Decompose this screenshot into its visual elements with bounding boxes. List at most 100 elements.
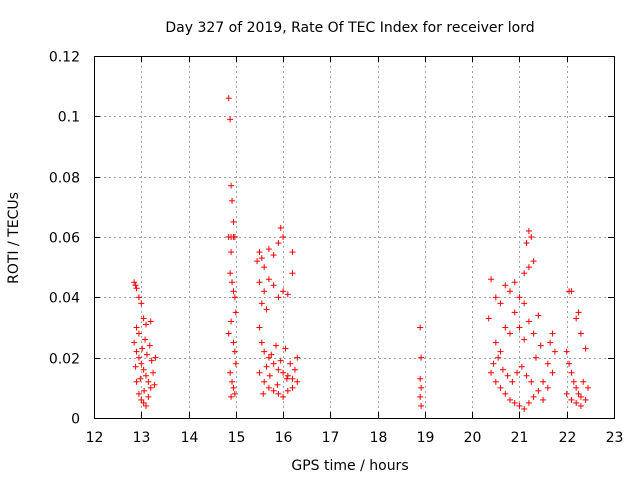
data-point xyxy=(138,300,145,307)
data-point xyxy=(146,342,153,349)
data-point xyxy=(256,324,263,331)
data-point xyxy=(270,360,277,367)
data-point xyxy=(289,270,296,277)
data-point xyxy=(523,372,530,379)
data-point xyxy=(282,345,289,352)
data-point xyxy=(265,354,272,361)
data-point xyxy=(497,348,504,355)
data-point xyxy=(490,360,497,367)
data-point xyxy=(570,378,577,385)
axis-ticks: 12 13 14 15 16 17 18 19 20 21 22 23 0 0.02 0.04 0.06 0.0… xyxy=(49,50,624,447)
data-point xyxy=(131,279,138,286)
data-point xyxy=(132,282,139,289)
data-point xyxy=(270,282,277,289)
data-point xyxy=(263,306,270,313)
data-point xyxy=(521,336,528,343)
data-point xyxy=(225,330,232,337)
data-point xyxy=(488,276,495,283)
data-point xyxy=(544,384,551,391)
data-point xyxy=(566,360,573,367)
data-point xyxy=(540,378,547,385)
data-point xyxy=(135,390,142,397)
data-point xyxy=(530,393,537,400)
data-point xyxy=(227,116,234,123)
data-point xyxy=(137,375,144,382)
data-point xyxy=(230,288,237,295)
data-point xyxy=(573,399,580,406)
data-point xyxy=(225,95,232,102)
data-point xyxy=(229,378,236,385)
data-point xyxy=(417,393,424,400)
data-point xyxy=(135,294,142,301)
data-point xyxy=(568,396,575,403)
data-point xyxy=(544,360,551,367)
data-point xyxy=(485,315,492,322)
x-tick-label: 14 xyxy=(181,430,199,446)
data-point xyxy=(502,282,509,289)
data-point xyxy=(540,396,547,403)
data-point xyxy=(148,357,155,364)
data-point xyxy=(516,402,523,409)
plot-frame xyxy=(94,56,615,419)
data-point xyxy=(132,363,139,370)
data-point xyxy=(514,369,521,376)
data-point xyxy=(585,384,591,391)
data-point xyxy=(261,378,268,385)
data-point xyxy=(258,300,265,307)
data-point xyxy=(133,285,140,292)
data-point xyxy=(502,324,509,331)
data-point xyxy=(280,393,287,400)
data-point xyxy=(294,354,301,361)
data-point xyxy=(521,270,528,277)
data-point xyxy=(143,372,149,379)
data-point xyxy=(227,369,234,376)
data-point xyxy=(273,342,279,349)
data-point xyxy=(131,339,138,346)
x-tick-label: 19 xyxy=(417,430,435,446)
data-point xyxy=(138,396,145,403)
grid xyxy=(94,56,614,418)
x-tick-label: 21 xyxy=(511,430,529,446)
data-point xyxy=(284,372,291,379)
data-point xyxy=(143,402,149,409)
data-point xyxy=(577,330,584,337)
y-tick-label: 0.1 xyxy=(58,110,80,126)
data-point xyxy=(535,387,542,394)
data-point xyxy=(582,345,589,352)
data-point xyxy=(135,330,142,337)
x-tick-label: 15 xyxy=(228,430,246,446)
data-point xyxy=(229,197,236,204)
data-point xyxy=(575,390,582,397)
x-tick-label: 20 xyxy=(464,430,482,446)
data-point xyxy=(150,369,157,376)
data-point xyxy=(228,393,235,400)
data-point xyxy=(549,330,556,337)
data-point xyxy=(145,393,152,400)
data-point xyxy=(260,390,267,397)
data-point xyxy=(417,324,424,331)
data-point xyxy=(274,381,281,388)
data-point xyxy=(504,372,511,379)
data-point xyxy=(580,378,587,385)
data-point xyxy=(143,321,149,328)
data-point xyxy=(133,324,140,331)
data-point xyxy=(507,396,513,403)
data-point xyxy=(547,339,554,346)
data-point xyxy=(492,339,499,346)
data-point xyxy=(568,369,575,376)
data-point xyxy=(291,366,298,373)
data-point xyxy=(528,234,535,240)
data-point xyxy=(521,300,528,307)
data-point xyxy=(263,363,270,370)
x-tick-label: 12 xyxy=(86,430,104,446)
x-axis-label: GPS time / hours xyxy=(291,458,408,474)
x-tick-label: 16 xyxy=(275,430,293,446)
y-tick-label: 0.08 xyxy=(49,171,80,187)
data-point xyxy=(525,318,532,325)
data-point xyxy=(507,288,513,295)
data-point xyxy=(495,354,502,361)
data-point xyxy=(265,384,272,391)
data-point xyxy=(142,336,149,343)
data-point xyxy=(140,366,147,373)
